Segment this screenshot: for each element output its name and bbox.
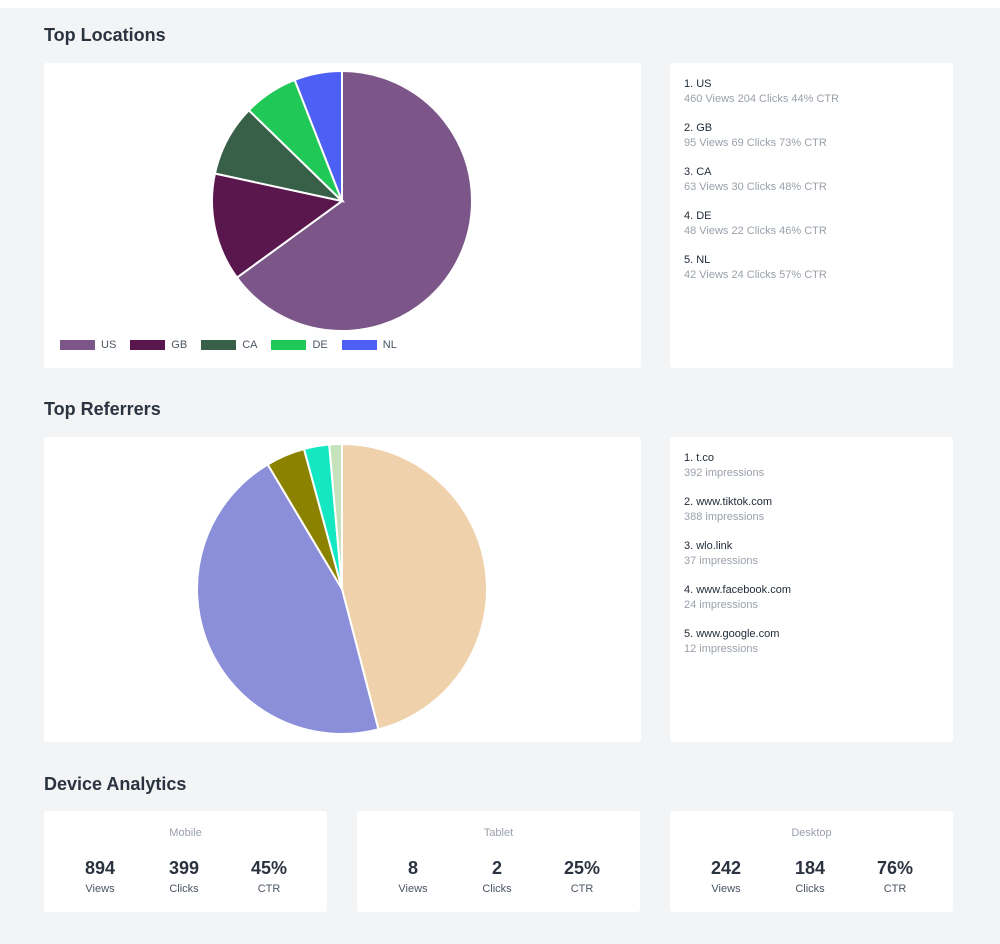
- list-item: 3. wlo.link 37 impressions: [684, 539, 939, 569]
- legend-swatch: [341, 340, 377, 350]
- list-item: 2. www.tiktok.com 388 impressions: [684, 495, 939, 525]
- list-item-stats: 63 Views 30 Clicks 48% CTR: [684, 181, 827, 193]
- metric-value: 45%: [250, 858, 288, 878]
- metric-value: 8: [407, 858, 418, 878]
- legend-label: DE: [312, 339, 328, 351]
- metric-label: Views: [398, 883, 428, 895]
- section-title-devices: Device Analytics: [44, 774, 187, 794]
- list-item-name: 4. www.facebook.com: [684, 584, 791, 596]
- device-card-desktop: Desktop 242 Views 184 Clicks 76% CTR: [670, 811, 953, 912]
- list-item-name: 5. NL: [684, 254, 711, 266]
- metric-value: 76%: [876, 858, 914, 878]
- device-card-tablet: Tablet 8 Views 2 Clicks 25% CTR: [357, 811, 640, 912]
- locations-chart-card: US GB CA DE NL: [44, 63, 641, 368]
- metric-clicks: 2 Clicks: [457, 857, 537, 895]
- legend-item[interactable]: DE: [271, 339, 328, 351]
- legend-label: CA: [242, 339, 258, 351]
- referrers-list: 1. t.co 392 impressions 2. www.tiktok.com 3…: [684, 451, 939, 657]
- metric-label: Views: [711, 883, 741, 895]
- list-item: 3. CA 63 Views 30 Clicks 48% CTR: [684, 165, 939, 195]
- list-item: 1. t.co 392 impressions: [684, 451, 939, 481]
- legend-swatch: [130, 340, 166, 350]
- list-item-stats: 48 Views 22 Clicks 46% CTR: [684, 225, 827, 237]
- list-item-name: 2. GB: [684, 122, 713, 134]
- analytics-page: Top Locations US GB CA DE NL 1. US 460 Views …: [0, 8, 1000, 944]
- legend-item[interactable]: CA: [201, 339, 257, 351]
- list-item-name: 2. www.tiktok.com: [684, 496, 773, 508]
- list-item-stats: 392 impressions: [684, 467, 765, 479]
- legend-swatch: [201, 340, 237, 350]
- metric-clicks: 184 Clicks: [770, 857, 850, 895]
- legend-item[interactable]: GB: [130, 339, 187, 351]
- list-item-stats: 12 impressions: [684, 643, 758, 655]
- pie-slice-nl[interactable]: [293, 69, 343, 202]
- legend-item[interactable]: NL: [341, 339, 397, 351]
- metric-label: Clicks: [169, 883, 199, 895]
- list-item-stats: 95 Views 69 Clicks 73% CTR: [684, 137, 827, 149]
- metric-ctr: 25% CTR: [542, 857, 622, 895]
- list-item-name: 3. CA: [684, 166, 712, 178]
- legend-label: NL: [382, 339, 397, 351]
- device-card-mobile: Mobile 894 Views 399 Clicks 45% CTR: [44, 811, 327, 912]
- legend-label: US: [101, 339, 117, 351]
- legend-item[interactable]: US: [60, 339, 116, 351]
- list-item-stats: 24 impressions: [684, 599, 758, 611]
- metric-label: Clicks: [482, 883, 512, 895]
- pie-slice-t-co[interactable]: [341, 442, 488, 731]
- metric-value: 184: [794, 858, 826, 878]
- metric-ctr: 45% CTR: [229, 857, 309, 895]
- legend-label: GB: [171, 339, 188, 351]
- device-title: Desktop: [791, 827, 832, 839]
- device-title: Mobile: [169, 827, 202, 839]
- list-item: 2. GB 95 Views 69 Clicks 73% CTR: [684, 121, 939, 151]
- list-item: 5. www.google.com 12 impressions: [684, 627, 939, 657]
- metric-label: CTR: [257, 883, 281, 895]
- metric-label: Clicks: [795, 883, 825, 895]
- list-item-name: 4. DE: [684, 210, 712, 222]
- locations-legend: US GB CA DE NL: [60, 339, 411, 351]
- list-item-name: 1. US: [684, 78, 712, 90]
- list-item-stats: 42 Views 24 Clicks 57% CTR: [684, 269, 827, 281]
- list-item: 1. US 460 Views 204 Clicks 44% CTR: [684, 77, 939, 107]
- metric-views: 242 Views: [686, 857, 766, 895]
- metric-label: CTR: [570, 883, 594, 895]
- metric-label: CTR: [883, 883, 907, 895]
- list-item: 4. DE 48 Views 22 Clicks 46% CTR: [684, 209, 939, 239]
- locations-pie-chart: [211, 69, 473, 332]
- metric-value: 399: [168, 858, 200, 878]
- section-title-referrers: Top Referrers: [44, 399, 161, 419]
- pie-slice-us[interactable]: [235, 69, 473, 332]
- metric-value: 894: [84, 858, 116, 878]
- metric-views: 8 Views: [373, 857, 453, 895]
- metric-clicks: 399 Clicks: [144, 857, 224, 895]
- legend-swatch: [60, 340, 95, 350]
- metric-ctr: 76% CTR: [855, 857, 935, 895]
- list-item-stats: 388 impressions: [684, 511, 765, 523]
- metric-views: 894 Views: [60, 857, 140, 895]
- locations-list: 1. US 460 Views 204 Clicks 44% CTR 2. GB 95…: [684, 77, 939, 283]
- referrers-chart-card: [44, 437, 641, 742]
- list-item-name: 5. www.google.com: [684, 628, 780, 640]
- pie-slice-www-google-com[interactable]: [328, 442, 343, 590]
- referrers-pie-chart: [196, 442, 488, 735]
- list-item-stats: 37 impressions: [684, 555, 758, 567]
- pie-slice-www-tiktok-com[interactable]: [196, 463, 380, 735]
- metric-label: Views: [85, 883, 115, 895]
- referrers-list-card: 1. t.co 392 impressions 2. www.tiktok.com 3…: [670, 437, 953, 742]
- legend-swatch: [271, 340, 307, 350]
- locations-list-card: 1. US 460 Views 204 Clicks 44% CTR 2. GB 95…: [670, 63, 953, 368]
- metric-value: 25%: [563, 858, 601, 878]
- list-item-stats: 460 Views 204 Clicks 44% CTR: [684, 93, 840, 105]
- section-title-locations: Top Locations: [44, 25, 166, 45]
- list-item-name: 1. t.co: [684, 452, 714, 464]
- device-title: Tablet: [483, 827, 514, 839]
- metric-value: 2: [491, 858, 502, 878]
- list-item: 4. www.facebook.com 24 impressions: [684, 583, 939, 613]
- pie-slice-gb[interactable]: [211, 172, 345, 279]
- list-item-name: 3. wlo.link: [684, 540, 733, 552]
- metric-value: 242: [710, 858, 742, 878]
- list-item: 5. NL 42 Views 24 Clicks 57% CTR: [684, 253, 939, 283]
